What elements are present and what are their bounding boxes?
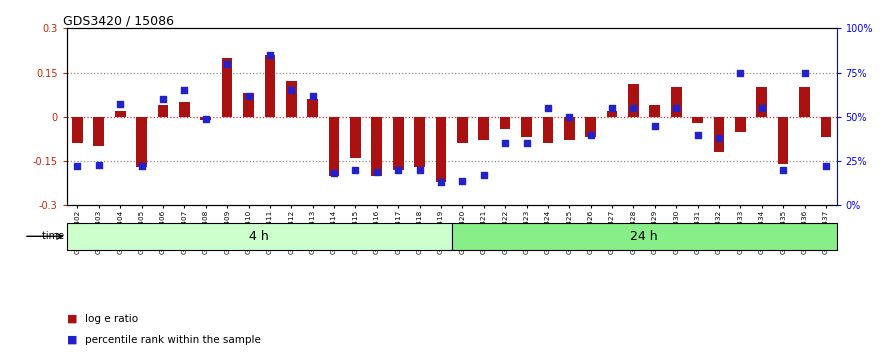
- Bar: [714, 117, 724, 152]
- Point: [241, 93, 255, 98]
- Bar: [692, 117, 703, 123]
- Point: [498, 141, 513, 146]
- Bar: [435, 117, 446, 182]
- Bar: [115, 111, 125, 117]
- Text: 24 h: 24 h: [630, 230, 658, 243]
- Bar: [222, 58, 232, 117]
- Point: [669, 105, 684, 111]
- Point: [113, 102, 127, 107]
- Point: [177, 87, 191, 93]
- Point: [412, 167, 426, 173]
- Bar: [72, 117, 83, 143]
- Bar: [457, 117, 468, 143]
- Bar: [479, 117, 490, 141]
- Bar: [586, 117, 596, 137]
- Bar: [243, 93, 254, 117]
- Point: [755, 105, 769, 111]
- Point: [327, 171, 341, 176]
- Bar: [778, 117, 789, 164]
- Text: percentile rank within the sample: percentile rank within the sample: [85, 335, 261, 345]
- Point: [220, 61, 234, 67]
- Bar: [328, 117, 339, 176]
- Point: [284, 87, 298, 93]
- Bar: [371, 117, 382, 176]
- Point: [733, 70, 748, 75]
- Point: [391, 167, 405, 173]
- Bar: [136, 117, 147, 167]
- Point: [605, 105, 619, 111]
- Bar: [671, 87, 682, 117]
- Bar: [264, 55, 275, 117]
- Bar: [821, 117, 831, 137]
- Text: GDS3420 / 15086: GDS3420 / 15086: [63, 14, 174, 27]
- Point: [691, 132, 705, 137]
- Point: [776, 167, 790, 173]
- Bar: [350, 117, 360, 158]
- Bar: [414, 117, 425, 167]
- Bar: [756, 87, 767, 117]
- Bar: [200, 117, 211, 120]
- Bar: [735, 117, 746, 132]
- Bar: [522, 117, 532, 137]
- Bar: [93, 117, 104, 146]
- Point: [70, 164, 85, 169]
- Point: [712, 135, 726, 141]
- Point: [584, 132, 598, 137]
- Bar: [158, 105, 168, 117]
- Point: [92, 162, 106, 167]
- Bar: [392, 117, 403, 170]
- Bar: [179, 102, 190, 117]
- Point: [648, 123, 662, 129]
- Point: [263, 52, 277, 58]
- Bar: [286, 81, 296, 117]
- Bar: [500, 117, 511, 129]
- Point: [797, 70, 812, 75]
- Point: [348, 167, 362, 173]
- Point: [541, 105, 555, 111]
- Bar: [628, 84, 639, 117]
- Bar: [451, 223, 837, 250]
- Point: [156, 96, 170, 102]
- Point: [134, 164, 149, 169]
- Point: [562, 114, 577, 120]
- Bar: [67, 223, 451, 250]
- Point: [627, 105, 641, 111]
- Point: [369, 169, 384, 175]
- Bar: [650, 105, 660, 117]
- Bar: [564, 117, 575, 141]
- Point: [819, 164, 833, 169]
- Point: [433, 179, 448, 185]
- Bar: [799, 87, 810, 117]
- Text: ■: ■: [67, 335, 77, 345]
- Point: [520, 141, 534, 146]
- Text: ■: ■: [67, 314, 77, 324]
- Text: time: time: [42, 231, 67, 241]
- Text: log e ratio: log e ratio: [85, 314, 138, 324]
- Point: [198, 116, 213, 121]
- Bar: [543, 117, 554, 143]
- Bar: [607, 111, 618, 117]
- Point: [477, 172, 491, 178]
- Point: [305, 93, 320, 98]
- Bar: [307, 99, 318, 117]
- Text: 4 h: 4 h: [249, 230, 269, 243]
- Point: [456, 178, 470, 183]
